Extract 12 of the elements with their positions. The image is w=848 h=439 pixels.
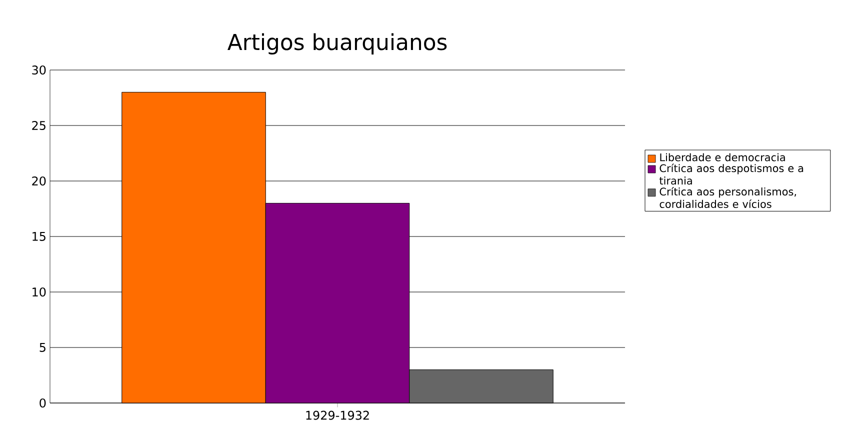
y-tick-label: 30 bbox=[32, 65, 46, 75]
y-tick-label: 0 bbox=[40, 398, 46, 408]
x-tick-label: 1929-1932 bbox=[306, 410, 369, 420]
legend-label: Liberdade e democracia bbox=[660, 153, 785, 162]
y-tick-label: 25 bbox=[32, 120, 46, 130]
chart-title: Artigos buarquianos bbox=[228, 33, 447, 55]
legend-label: Crítica aos despotismos e a tirania bbox=[659, 164, 804, 185]
y-tick-label: 10 bbox=[32, 287, 46, 297]
y-tick-label: 15 bbox=[32, 232, 46, 241]
legend-label: Crítica aos personalismos, cordialidades e vícios bbox=[660, 187, 796, 208]
y-tick-label: 20 bbox=[32, 176, 46, 186]
y-tick-label: 5 bbox=[40, 343, 46, 352]
